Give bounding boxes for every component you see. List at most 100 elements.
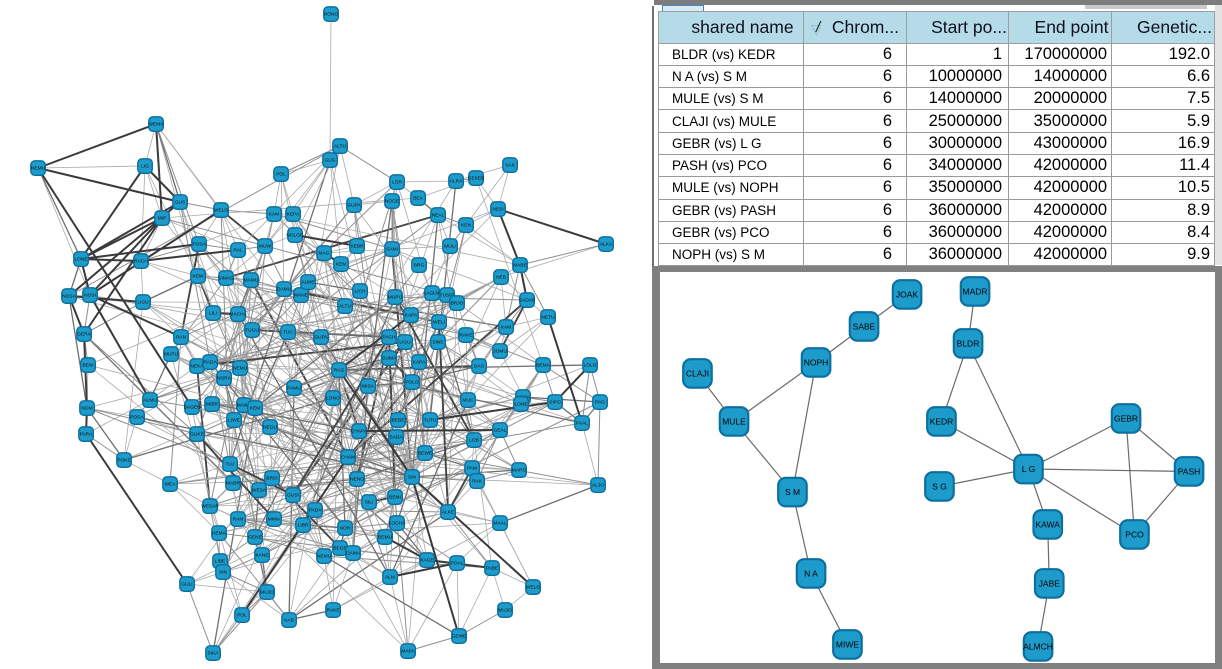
svg-text:KANE: KANE — [255, 553, 268, 559]
svg-text:BEW: BEW — [83, 363, 94, 369]
svg-text:KAM: KAM — [501, 325, 511, 331]
svg-text:PAM: PAM — [467, 466, 477, 472]
svg-text:NOM: NOM — [81, 406, 92, 412]
svg-text:CHAPA: CHAPA — [351, 429, 368, 435]
svg-text:LILI: LILI — [209, 311, 217, 317]
svg-text:MABR: MABR — [226, 481, 240, 487]
svg-text:LICH: LICH — [355, 289, 366, 295]
svg-text:WESA: WESA — [252, 488, 267, 494]
svg-text:DAMA: DAMA — [346, 551, 361, 557]
svg-text:BLDR: BLDR — [957, 338, 980, 348]
svg-text:MAPO: MAPO — [512, 468, 526, 474]
svg-text:KAM: KAM — [269, 212, 279, 218]
svg-text:MIBR: MIBR — [206, 402, 219, 408]
svg-text:SADA: SADA — [389, 435, 403, 441]
svg-text:NORA: NORA — [217, 376, 232, 382]
svg-text:GEKEB: GEKEB — [468, 176, 485, 182]
svg-text:WELO: WELO — [214, 208, 228, 214]
svg-text:SIN: SIN — [408, 475, 417, 481]
svg-text:MISA: MISA — [362, 384, 375, 390]
svg-text:MUPO: MUPO — [388, 295, 403, 301]
svg-text:RAKE: RAKE — [326, 608, 339, 614]
svg-text:POSA: POSA — [192, 242, 206, 248]
svg-text:PARA: PARA — [80, 432, 94, 438]
svg-text:CLAJI: CLAJI — [686, 368, 709, 378]
svg-text:LONO: LONO — [326, 396, 340, 402]
svg-text:BEMA: BEMA — [536, 363, 550, 369]
svg-text:N A: N A — [804, 568, 818, 578]
svg-text:SILI: SILI — [365, 500, 374, 506]
svg-text:POL: POL — [276, 172, 286, 178]
svg-text:NESI: NESI — [492, 207, 503, 213]
svg-text:BEMI: BEMI — [389, 495, 401, 501]
svg-text:WEA: WEA — [165, 482, 177, 488]
svg-text:NEAL: NEAL — [432, 213, 445, 219]
svg-text:KEDR: KEDR — [930, 416, 954, 426]
svg-text:LIBE: LIBE — [215, 559, 225, 565]
svg-text:JOAK: JOAK — [896, 289, 919, 299]
svg-text:ALKE: ALKE — [442, 510, 454, 516]
svg-text:POSA: POSA — [130, 415, 144, 421]
svg-text:NOLOG: NOLOG — [286, 233, 304, 239]
svg-text:RAL: RAL — [233, 248, 243, 254]
svg-text:ALM: ALM — [385, 575, 395, 581]
svg-text:GUSI: GUSI — [287, 493, 299, 499]
svg-text:GUG: GUG — [325, 158, 336, 164]
svg-text:PACH: PACH — [383, 335, 397, 341]
svg-text:CHAM: CHAM — [341, 455, 355, 461]
svg-text:ALRA: ALRA — [450, 179, 463, 185]
svg-text:RAK: RAK — [472, 479, 483, 485]
svg-text:RAM: RAM — [233, 517, 244, 523]
svg-text:LIWE: LIWE — [228, 418, 240, 424]
svg-text:MACHA: MACHA — [229, 312, 247, 318]
svg-text:MIMA: MIMA — [268, 517, 281, 523]
svg-text:BEBE: BEBE — [392, 418, 405, 424]
svg-text:NEMU: NEMU — [233, 366, 248, 372]
svg-text:PASH: PASH — [1178, 466, 1201, 476]
svg-text:LIG: LIG — [141, 164, 149, 170]
svg-text:KEW: KEW — [193, 274, 204, 280]
svg-text:GENE: GENE — [248, 535, 262, 541]
svg-text:ALMU: ALMU — [143, 398, 157, 404]
svg-text:NOR: NOR — [340, 526, 351, 532]
svg-text:ALMCH: ALMCH — [1023, 641, 1053, 651]
svg-text:MULE: MULE — [722, 416, 746, 426]
svg-text:GUKE: GUKE — [190, 432, 204, 438]
svg-text:TUJ: TUJ — [226, 462, 235, 468]
svg-text:SIMAG: SIMAG — [218, 276, 234, 282]
svg-text:SIPO: SIPO — [549, 400, 561, 406]
svg-text:TUC: TUC — [283, 330, 293, 336]
svg-text:NOSA: NOSA — [62, 294, 76, 300]
svg-text:WELO: WELO — [526, 585, 540, 591]
svg-text:DAMU: DAMU — [277, 287, 292, 293]
svg-text:LOR: LOR — [392, 180, 402, 186]
svg-text:S M: S M — [785, 487, 800, 497]
svg-text:NONO: NONO — [324, 12, 339, 18]
svg-text:RAKE: RAKE — [459, 333, 472, 339]
svg-text:ALJO: ALJO — [592, 483, 604, 489]
svg-text:NEGU: NEGU — [263, 425, 277, 431]
svg-text:KAGE: KAGE — [420, 558, 433, 564]
svg-text:KAPA: KAPA — [413, 360, 426, 366]
svg-text:MIWE: MIWE — [836, 639, 859, 649]
svg-text:KAWA: KAWA — [1035, 519, 1060, 529]
svg-text:MULI: MULI — [444, 244, 455, 250]
svg-text:KAB: KAB — [284, 618, 294, 624]
svg-text:NOPH: NOPH — [804, 357, 829, 367]
svg-text:MIP: MIP — [158, 216, 167, 222]
svg-text:WELI: WELI — [433, 320, 445, 326]
svg-text:KAPA: KAPA — [405, 313, 418, 319]
svg-text:TUGU: TUGU — [245, 328, 259, 334]
svg-text:GEAL: GEAL — [494, 428, 507, 434]
svg-text:NENO: NENO — [350, 477, 364, 483]
svg-text:GUMA: GUMA — [382, 356, 397, 362]
svg-text:SADAP: SADAP — [519, 298, 535, 304]
svg-text:PAAL: PAAL — [576, 421, 588, 427]
svg-text:ALTU: ALTU — [339, 304, 351, 310]
svg-text:RAG: RAG — [334, 368, 345, 374]
svg-text:POL: POL — [237, 613, 247, 619]
svg-text:TUSIG: TUSIG — [440, 293, 455, 299]
svg-text:POLO: POLO — [405, 380, 419, 386]
svg-text:NEMU: NEMU — [31, 166, 46, 172]
svg-text:MAAL: MAAL — [493, 521, 506, 527]
